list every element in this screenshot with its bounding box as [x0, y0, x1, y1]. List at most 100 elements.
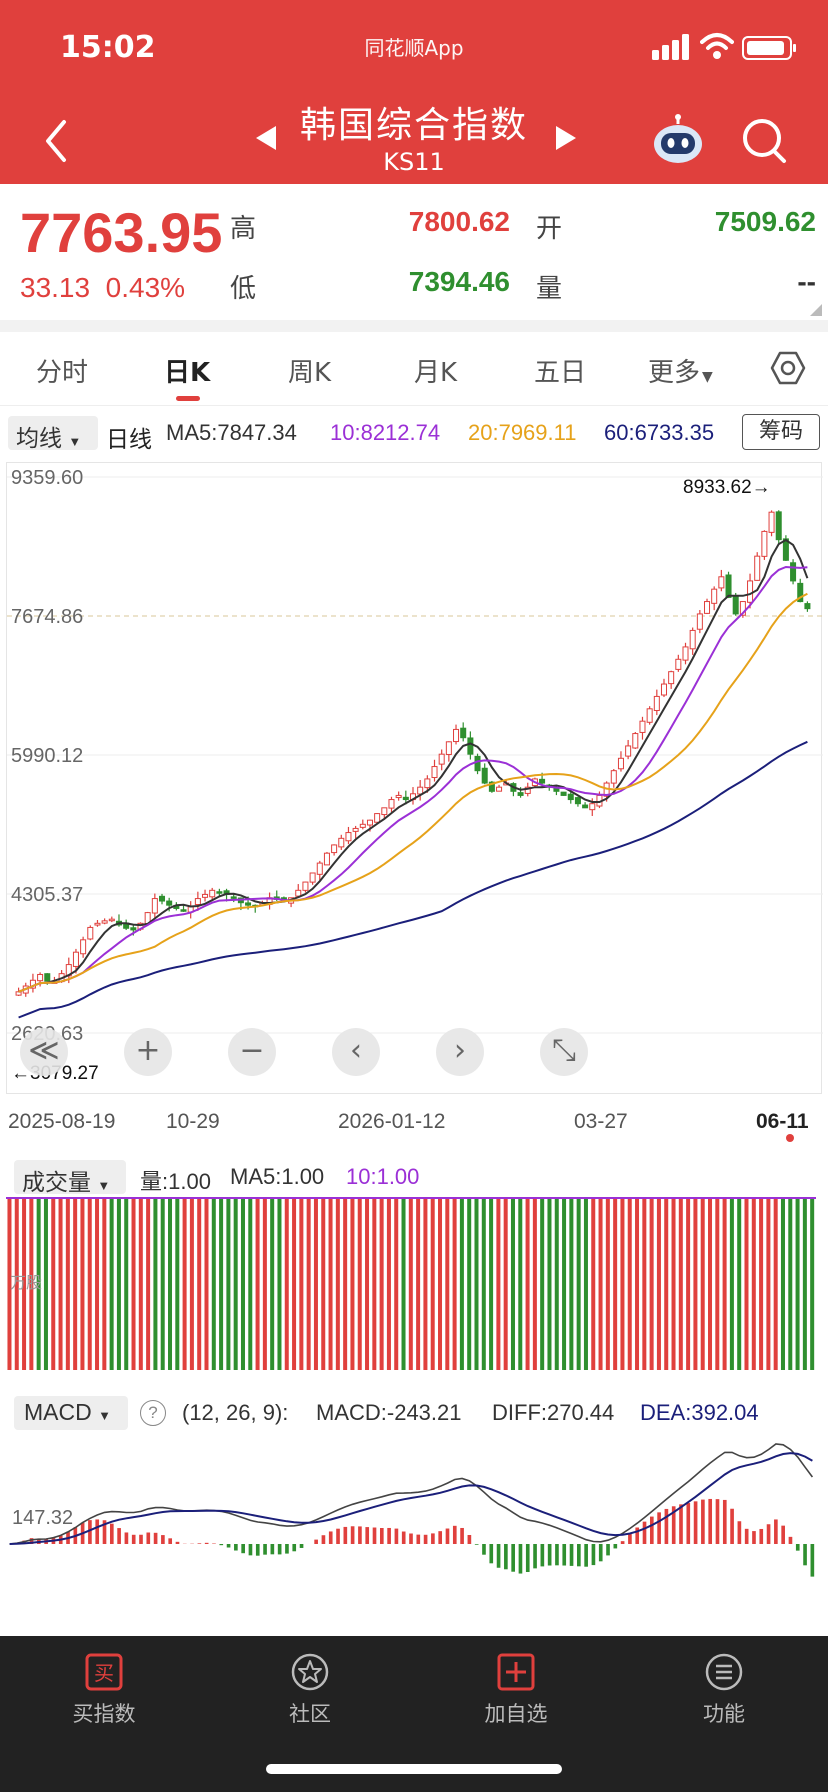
- zoom-out-button[interactable]: −: [228, 1028, 276, 1076]
- scroll-right-button[interactable]: ›: [436, 1028, 484, 1076]
- macd-bar: [153, 1532, 158, 1544]
- divider: [0, 320, 828, 332]
- settings-hexagon-icon[interactable]: [770, 350, 806, 386]
- candle-body: [359, 823, 366, 828]
- volume-bar: [233, 1198, 238, 1370]
- candle-body: [108, 918, 115, 922]
- macd-header: MACD ▼ ? (12, 26, 9): MACD:-243.21 DIFF:…: [0, 1394, 828, 1434]
- volume-bar: [547, 1198, 552, 1370]
- scroll-left-button[interactable]: ‹: [332, 1028, 380, 1076]
- macd-bar: [671, 1506, 676, 1544]
- nav-functions[interactable]: 功能: [654, 1652, 794, 1728]
- expand-corner-icon[interactable]: [810, 304, 822, 316]
- macd-bar: [708, 1498, 713, 1544]
- candle-body: [460, 727, 467, 739]
- ma5-value: MA5:7847.34: [166, 420, 297, 445]
- macd-bar: [452, 1525, 457, 1544]
- volume-bar: [350, 1198, 355, 1370]
- volume-bar: [219, 1198, 224, 1370]
- macd-bar: [744, 1528, 749, 1544]
- volume-bar: [386, 1198, 391, 1370]
- macd-bar: [416, 1534, 421, 1544]
- candle-body: [194, 898, 201, 906]
- candle-body: [696, 613, 703, 630]
- tab-five-day[interactable]: 五日: [534, 358, 587, 388]
- assistant-robot-icon[interactable]: [652, 114, 704, 166]
- tab-monthly-k[interactable]: 月K: [414, 358, 458, 388]
- macd-bar: [686, 1503, 691, 1544]
- nav-community[interactable]: 社区: [240, 1652, 380, 1728]
- macd-bar: [810, 1544, 815, 1577]
- candle-body: [331, 844, 338, 854]
- candle-body: [445, 741, 452, 755]
- prev-index-button[interactable]: [252, 124, 280, 152]
- macd-bar: [511, 1544, 515, 1572]
- volume-bar: [401, 1198, 406, 1370]
- tab-more-label: 更多: [648, 358, 701, 388]
- macd-bar: [277, 1544, 282, 1555]
- macd-bar: [146, 1532, 151, 1544]
- ma-selector[interactable]: 均线 ▼: [8, 416, 98, 451]
- candle-body: [388, 799, 395, 809]
- volume-bar: [240, 1198, 245, 1370]
- macd-selector[interactable]: MACD ▼: [14, 1396, 128, 1430]
- tab-daily-k[interactable]: 日K: [164, 358, 211, 388]
- macd-bar: [431, 1533, 435, 1544]
- macd-bar: [219, 1544, 224, 1546]
- candle-body: [80, 939, 87, 955]
- candle-body: [158, 895, 166, 902]
- volume-bar: [394, 1198, 399, 1370]
- zoom-in-button[interactable]: +: [124, 1028, 172, 1076]
- volume-bar: [620, 1198, 625, 1370]
- volume-chart[interactable]: 万股: [6, 1196, 816, 1372]
- volume-bar: [445, 1198, 450, 1370]
- macd-bar: [752, 1531, 756, 1544]
- volume-bar: [408, 1198, 413, 1370]
- search-icon[interactable]: [740, 116, 788, 166]
- candle-body: [431, 766, 438, 779]
- volume-bar: [197, 1198, 202, 1370]
- volume-bar: [328, 1198, 333, 1370]
- nav-label: 社区: [289, 1702, 331, 1726]
- candle-body: [610, 770, 617, 784]
- caret-down-icon: ▼: [702, 369, 713, 385]
- candle-body: [567, 793, 574, 801]
- volume-bar: [365, 1198, 370, 1370]
- candle-body: [539, 778, 546, 784]
- candle-body: [646, 708, 653, 723]
- volume-bar: [642, 1198, 647, 1370]
- macd-bar: [131, 1534, 136, 1544]
- macd-bar: [102, 1520, 107, 1544]
- tab-more[interactable]: 更多 ▼: [648, 352, 713, 389]
- candle-body: [374, 813, 381, 823]
- macd-bar: [394, 1528, 399, 1544]
- volume-bar: [693, 1198, 698, 1370]
- next-index-button[interactable]: [552, 124, 580, 152]
- volume-bar: [576, 1198, 581, 1370]
- volume-bar: [182, 1198, 187, 1370]
- nav-buy-index[interactable]: 买 买指数: [34, 1652, 174, 1728]
- open-value: 7509.62: [714, 206, 816, 237]
- volume-bar: [146, 1198, 151, 1370]
- macd-bar: [314, 1539, 318, 1544]
- candle-body: [732, 595, 739, 615]
- macd-chart[interactable]: 147.32: [6, 1434, 816, 1610]
- macd-bar: [649, 1516, 654, 1544]
- help-icon[interactable]: ?: [140, 1400, 166, 1426]
- macd-bar: [781, 1525, 785, 1544]
- nav-add-watchlist[interactable]: 加自选: [446, 1652, 586, 1728]
- volume-selector[interactable]: 成交量 ▼: [14, 1160, 126, 1195]
- volume-selector-label: 成交量: [22, 1169, 91, 1195]
- macd-bar: [635, 1527, 640, 1544]
- back-button[interactable]: [38, 116, 74, 166]
- tab-weekly-k[interactable]: 周K: [288, 358, 332, 388]
- chip-distribution-button[interactable]: 筹码: [742, 414, 820, 450]
- candle-body: [37, 973, 44, 982]
- tab-intraday[interactable]: 分时: [36, 358, 89, 388]
- candle-body: [130, 927, 137, 931]
- scroll-start-button[interactable]: ≪: [20, 1028, 68, 1076]
- volume-bar: [372, 1198, 377, 1370]
- fullscreen-button[interactable]: ⤡: [540, 1028, 588, 1076]
- volume-bar: [459, 1198, 464, 1370]
